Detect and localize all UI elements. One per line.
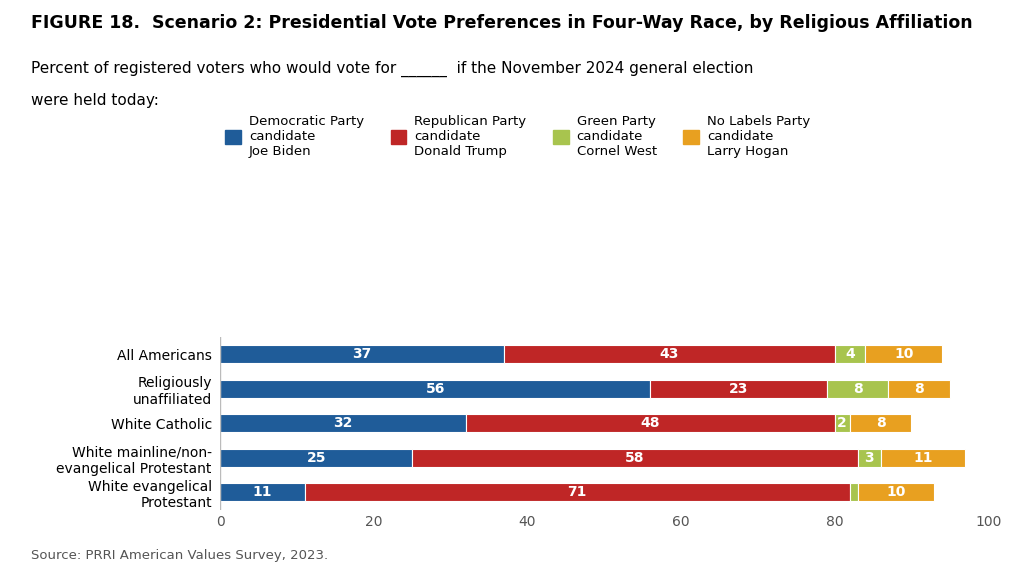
- Bar: [220, 414, 466, 433]
- Text: 25: 25: [306, 451, 326, 465]
- Text: Percent of registered voters who would vote for ______  if the November 2024 gen: Percent of registered voters who would v…: [31, 60, 753, 77]
- Text: Source: PRRI American Values Survey, 2023.: Source: PRRI American Values Survey, 202…: [31, 548, 328, 562]
- Bar: [220, 345, 504, 363]
- Text: 8: 8: [876, 416, 886, 430]
- Text: FIGURE 18.  Scenario 2: Presidential Vote Preferences in Four-Way Race, by Relig: FIGURE 18. Scenario 2: Presidential Vote…: [31, 14, 973, 32]
- Text: 2: 2: [838, 416, 847, 430]
- Text: 56: 56: [426, 382, 444, 396]
- Bar: [850, 414, 911, 433]
- Legend: Democratic Party
candidate
Joe Biden, Republican Party
candidate
Donald Trump, G: Democratic Party candidate Joe Biden, Re…: [225, 115, 810, 158]
- Text: were held today:: were held today:: [31, 93, 159, 108]
- Text: 37: 37: [352, 347, 372, 361]
- Bar: [466, 414, 835, 433]
- Text: 71: 71: [567, 486, 587, 499]
- Bar: [220, 483, 305, 502]
- Text: 11: 11: [913, 451, 933, 465]
- Bar: [827, 380, 888, 398]
- Text: 23: 23: [729, 382, 749, 396]
- Bar: [305, 483, 850, 502]
- Text: 58: 58: [625, 451, 645, 465]
- Bar: [888, 380, 950, 398]
- Text: 10: 10: [887, 486, 905, 499]
- Text: 11: 11: [253, 486, 272, 499]
- Bar: [650, 380, 827, 398]
- Bar: [850, 483, 857, 502]
- Text: 8: 8: [853, 382, 862, 396]
- Bar: [835, 414, 850, 433]
- Bar: [412, 449, 857, 467]
- Text: 43: 43: [659, 347, 679, 361]
- Text: 8: 8: [914, 382, 924, 396]
- Bar: [835, 345, 865, 363]
- Text: 10: 10: [894, 347, 913, 361]
- Bar: [220, 449, 412, 467]
- Bar: [865, 345, 942, 363]
- Bar: [220, 380, 650, 398]
- Bar: [857, 483, 934, 502]
- Bar: [881, 449, 965, 467]
- Bar: [857, 449, 881, 467]
- Bar: [504, 345, 835, 363]
- Text: 48: 48: [640, 416, 660, 430]
- Text: 4: 4: [845, 347, 855, 361]
- Text: 32: 32: [334, 416, 352, 430]
- Text: 3: 3: [864, 451, 873, 465]
